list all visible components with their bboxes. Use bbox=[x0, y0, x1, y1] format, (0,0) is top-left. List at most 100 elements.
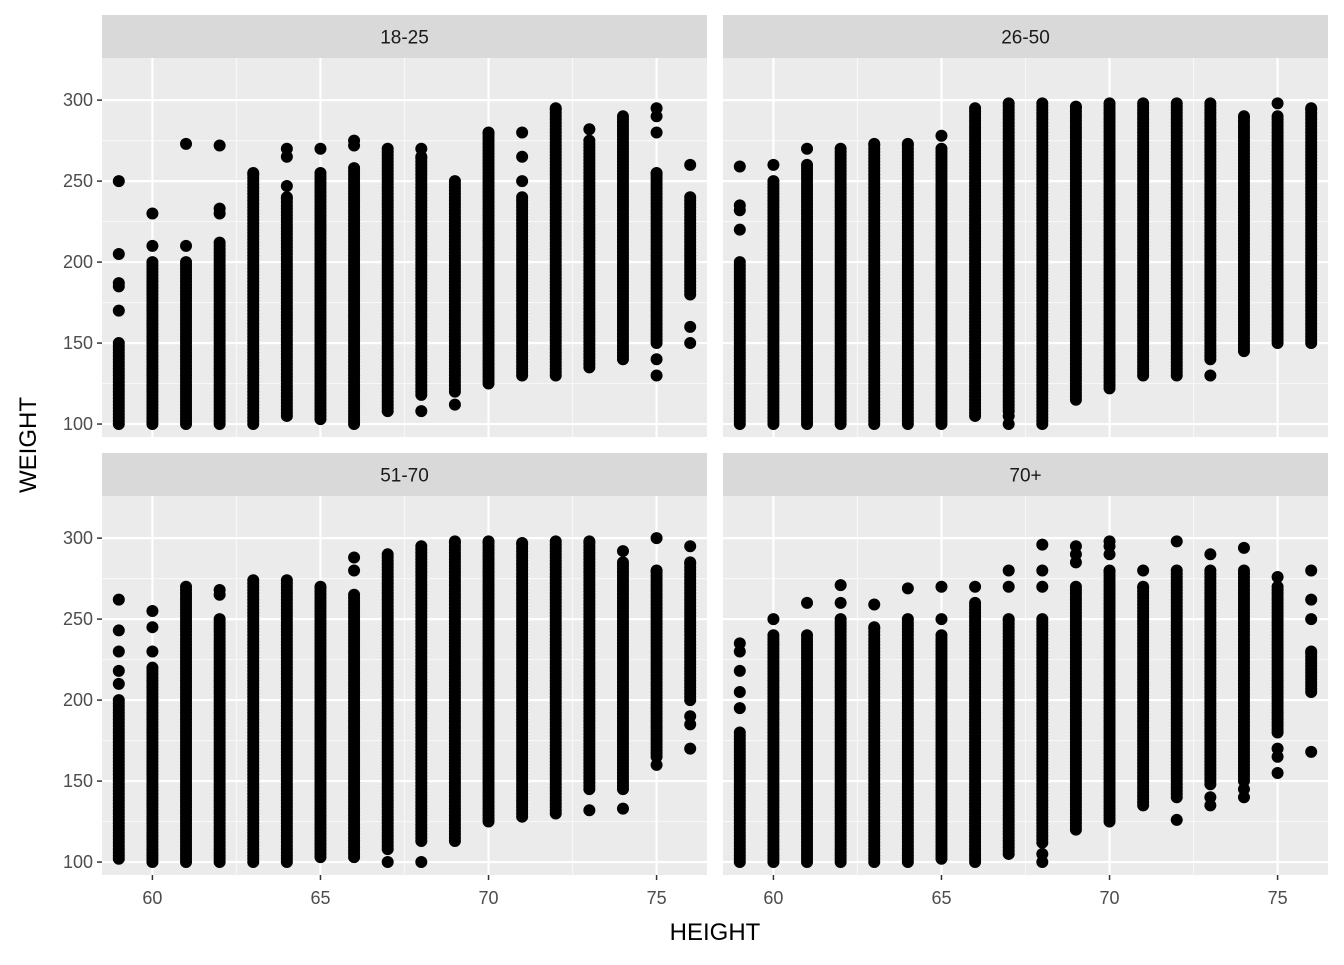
y-tick-label: 100 bbox=[63, 852, 93, 872]
data-point bbox=[180, 256, 192, 268]
data-point bbox=[617, 110, 629, 122]
data-point bbox=[348, 589, 360, 601]
data-point bbox=[767, 175, 779, 187]
data-point bbox=[902, 613, 914, 625]
data-point bbox=[1137, 97, 1149, 109]
data-point bbox=[1070, 101, 1082, 113]
data-point bbox=[180, 138, 192, 150]
data-point bbox=[146, 645, 158, 657]
data-point bbox=[516, 151, 528, 163]
data-point bbox=[382, 405, 394, 417]
data-point bbox=[516, 537, 528, 549]
x-tick-label: 65 bbox=[310, 888, 330, 908]
data-point bbox=[684, 743, 696, 755]
data-point bbox=[449, 535, 461, 547]
data-point bbox=[314, 167, 326, 179]
data-point bbox=[684, 337, 696, 349]
data-point bbox=[583, 135, 595, 147]
data-point bbox=[969, 597, 981, 609]
data-point bbox=[1003, 613, 1015, 625]
y-tick-label: 200 bbox=[63, 690, 93, 710]
data-point bbox=[734, 224, 746, 236]
data-point bbox=[651, 353, 663, 365]
data-point bbox=[684, 710, 696, 722]
data-point bbox=[651, 369, 663, 381]
data-point bbox=[617, 545, 629, 557]
data-point bbox=[1171, 97, 1183, 109]
data-point bbox=[801, 159, 813, 171]
data-point bbox=[449, 175, 461, 187]
data-point bbox=[214, 613, 226, 625]
data-point bbox=[583, 804, 595, 816]
y-tick-label: 300 bbox=[63, 90, 93, 110]
facet-strip-label: 26-50 bbox=[1001, 28, 1050, 49]
data-point bbox=[314, 143, 326, 155]
data-point bbox=[113, 175, 125, 187]
data-point bbox=[247, 167, 259, 179]
data-point bbox=[801, 597, 813, 609]
data-point bbox=[651, 759, 663, 771]
facet-panel-2: 26-50 bbox=[723, 15, 1328, 437]
data-point bbox=[935, 629, 947, 641]
data-point bbox=[835, 143, 847, 155]
data-point bbox=[1003, 410, 1015, 422]
data-point bbox=[1238, 110, 1250, 122]
data-point bbox=[113, 305, 125, 317]
data-point bbox=[113, 594, 125, 606]
data-point bbox=[935, 581, 947, 593]
data-point bbox=[516, 127, 528, 139]
data-point bbox=[1003, 581, 1015, 593]
data-point bbox=[1036, 613, 1048, 625]
data-point bbox=[1036, 97, 1048, 109]
data-point bbox=[1036, 539, 1048, 551]
data-point bbox=[835, 613, 847, 625]
x-tick-label: 75 bbox=[647, 888, 667, 908]
data-point bbox=[835, 597, 847, 609]
data-point bbox=[550, 535, 562, 547]
data-point bbox=[281, 574, 293, 586]
data-point bbox=[935, 613, 947, 625]
data-point bbox=[146, 240, 158, 252]
data-point bbox=[113, 337, 125, 349]
data-point bbox=[1036, 565, 1048, 577]
data-point bbox=[146, 207, 158, 219]
data-point bbox=[684, 191, 696, 203]
data-point bbox=[734, 161, 746, 173]
data-point bbox=[214, 203, 226, 215]
data-point bbox=[902, 582, 914, 594]
data-point bbox=[180, 581, 192, 593]
data-point bbox=[247, 574, 259, 586]
data-point bbox=[684, 321, 696, 333]
data-point bbox=[113, 248, 125, 260]
data-point bbox=[734, 637, 746, 649]
data-point bbox=[935, 143, 947, 155]
y-tick-label: 250 bbox=[63, 171, 93, 191]
y-tick-label: 150 bbox=[63, 333, 93, 353]
data-point bbox=[935, 130, 947, 142]
data-point bbox=[1036, 581, 1048, 593]
data-point bbox=[1003, 97, 1015, 109]
facet-strip-label: 18-25 bbox=[380, 28, 429, 49]
data-point bbox=[483, 535, 495, 547]
data-point bbox=[1003, 565, 1015, 577]
x-tick-label: 70 bbox=[479, 888, 499, 908]
data-point bbox=[281, 143, 293, 155]
data-point bbox=[1036, 848, 1048, 860]
data-point bbox=[180, 240, 192, 252]
data-point bbox=[113, 624, 125, 636]
data-point bbox=[1272, 110, 1284, 122]
data-point bbox=[146, 621, 158, 633]
data-point bbox=[651, 167, 663, 179]
data-point bbox=[382, 143, 394, 155]
data-point bbox=[868, 621, 880, 633]
data-point bbox=[651, 102, 663, 114]
data-point bbox=[214, 237, 226, 249]
data-point bbox=[113, 694, 125, 706]
data-point bbox=[146, 605, 158, 617]
data-point bbox=[415, 143, 427, 155]
data-point bbox=[767, 629, 779, 641]
data-point bbox=[449, 399, 461, 411]
